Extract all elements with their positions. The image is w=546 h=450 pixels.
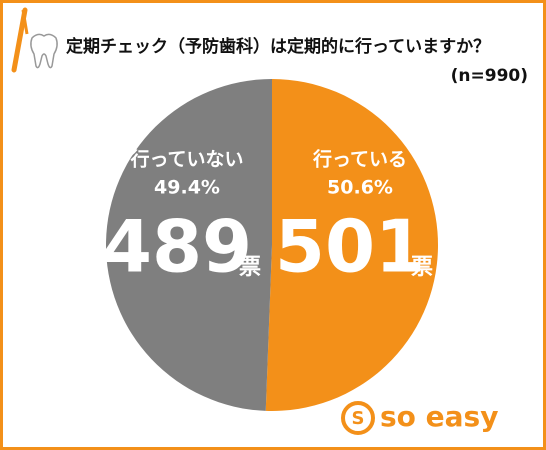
pie-slice [106, 79, 272, 411]
count-label: 501 [275, 205, 425, 289]
svg-text:S: S [352, 408, 365, 429]
pie-slice [265, 78, 439, 411]
category-label: 行っていない [129, 148, 243, 171]
value-label: 50.6% [327, 177, 393, 199]
pie [106, 78, 439, 411]
count-label: 489 [102, 205, 252, 289]
tooth-icon [11, 7, 58, 73]
category-label: 行っている [312, 148, 407, 171]
logo-text: so easy [380, 400, 498, 433]
value-label: 49.4% [154, 177, 220, 199]
chart-title: 定期チェック（予防歯科）は定期的に行っていますか？ [66, 36, 490, 57]
unit-label: 票 [411, 255, 433, 280]
logo: S so easy [341, 400, 498, 435]
unit-label: 票 [239, 255, 261, 280]
chart-subtitle: (n=990) [451, 66, 528, 86]
